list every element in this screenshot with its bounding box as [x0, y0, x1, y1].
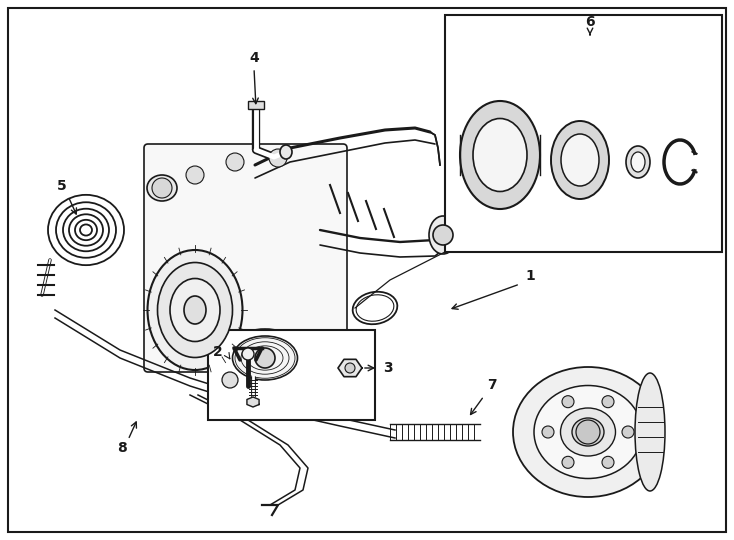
Text: 7: 7 [487, 378, 497, 392]
Circle shape [562, 456, 574, 468]
Circle shape [602, 396, 614, 408]
Circle shape [152, 178, 172, 198]
Ellipse shape [147, 175, 177, 201]
Ellipse shape [513, 367, 663, 497]
Circle shape [345, 363, 355, 373]
Circle shape [186, 166, 204, 184]
Ellipse shape [635, 373, 665, 491]
Circle shape [622, 426, 634, 438]
Circle shape [255, 348, 275, 368]
Ellipse shape [233, 336, 297, 380]
Ellipse shape [626, 146, 650, 178]
Ellipse shape [148, 250, 242, 370]
FancyBboxPatch shape [144, 144, 347, 372]
Ellipse shape [473, 118, 527, 192]
Ellipse shape [170, 279, 220, 341]
Circle shape [242, 348, 254, 360]
Circle shape [222, 372, 238, 388]
Ellipse shape [561, 134, 599, 186]
Text: 8: 8 [117, 441, 127, 455]
Ellipse shape [184, 296, 206, 324]
Ellipse shape [222, 329, 308, 387]
Text: 1: 1 [525, 269, 535, 283]
Ellipse shape [460, 101, 540, 209]
Circle shape [433, 225, 453, 245]
Bar [248, 101, 264, 109]
Polygon shape [338, 359, 362, 377]
Ellipse shape [561, 408, 616, 456]
Ellipse shape [429, 216, 457, 254]
Ellipse shape [572, 418, 604, 446]
Text: 3: 3 [383, 361, 393, 375]
Circle shape [602, 456, 614, 468]
Ellipse shape [158, 262, 233, 357]
Ellipse shape [631, 152, 645, 172]
Ellipse shape [534, 386, 642, 478]
Text: 4: 4 [249, 51, 259, 65]
Bar [445, 15, 722, 252]
Circle shape [269, 149, 287, 167]
Circle shape [542, 426, 554, 438]
Polygon shape [247, 397, 259, 407]
Circle shape [576, 420, 600, 444]
Ellipse shape [551, 121, 609, 199]
Ellipse shape [280, 145, 292, 159]
Circle shape [562, 396, 574, 408]
Text: 6: 6 [585, 15, 595, 29]
Bar [208, 330, 375, 420]
Text: 5: 5 [57, 179, 67, 193]
Text: 2: 2 [213, 345, 223, 359]
Circle shape [226, 153, 244, 171]
